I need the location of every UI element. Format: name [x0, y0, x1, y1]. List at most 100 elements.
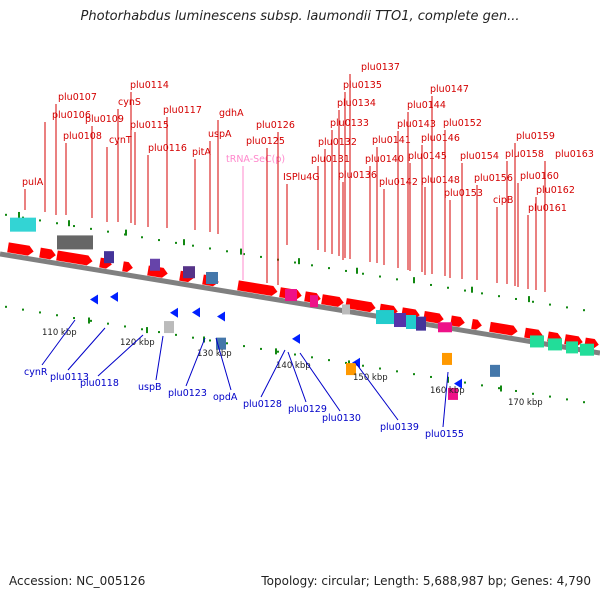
gene-label[interactable]: plu0109 [85, 114, 124, 125]
gene-label[interactable]: plu0161 [528, 203, 567, 214]
gene-label[interactable]: cipB [493, 195, 513, 206]
gene-label[interactable]: pulA [22, 177, 44, 188]
feature-box[interactable] [183, 266, 195, 279]
gene-label[interactable]: plu0126 [256, 120, 295, 131]
feature-box[interactable] [206, 271, 218, 284]
gene-label[interactable]: cynS [118, 97, 141, 108]
gene-label[interactable]: ISPlu4G [283, 172, 320, 183]
gene-label[interactable]: plu0132 [318, 137, 357, 148]
gene-label[interactable]: plu0143 [397, 119, 436, 130]
feature-box[interactable] [442, 352, 452, 365]
reverse-gene[interactable] [454, 378, 462, 389]
gene-label[interactable]: plu0159 [516, 131, 555, 142]
gene-label[interactable]: plu0130 [322, 413, 361, 424]
forward-gene[interactable] [471, 318, 482, 330]
feature-box[interactable] [548, 338, 562, 351]
gene-label[interactable]: gdhA [219, 108, 244, 119]
gene-label[interactable]: plu0113 [50, 372, 89, 383]
gene-label[interactable]: plu0146 [421, 133, 460, 144]
gene-label[interactable]: plu0108 [63, 131, 102, 142]
gene-label[interactable]: plu0144 [407, 100, 446, 111]
feature-box[interactable] [490, 364, 500, 377]
label-leader-line [185, 337, 206, 387]
gene-label[interactable]: plu0136 [338, 170, 377, 181]
gene-label[interactable]: plu0153 [444, 188, 483, 199]
gene-label[interactable]: plu0115 [130, 120, 169, 131]
reverse-gene[interactable] [292, 333, 300, 344]
feature-box[interactable] [346, 363, 356, 376]
forward-gene[interactable] [7, 242, 34, 256]
forward-gene[interactable] [122, 261, 133, 273]
gene-label[interactable]: pitA [192, 147, 211, 158]
feature-box[interactable] [566, 341, 578, 354]
gene-label[interactable]: opdA [213, 392, 238, 403]
gene-label[interactable]: plu0158 [505, 149, 544, 160]
feature-box[interactable] [150, 258, 160, 271]
gene-label[interactable]: cynR [24, 367, 48, 378]
gene-label[interactable]: plu0131 [311, 154, 350, 165]
gene-label[interactable]: uspA [208, 129, 232, 140]
feature-box[interactable] [57, 235, 93, 250]
gene-label[interactable]: plu0139 [380, 422, 419, 433]
forward-gene[interactable] [450, 315, 465, 327]
gene-label[interactable]: plu0160 [520, 171, 559, 182]
feature-box[interactable] [448, 387, 458, 400]
reverse-gene[interactable] [110, 291, 118, 302]
feature-box[interactable] [416, 316, 426, 331]
feature-box[interactable] [164, 321, 174, 334]
gene-label[interactable]: plu0123 [168, 388, 207, 399]
gene-label[interactable]: plu0114 [130, 80, 169, 91]
forward-gene[interactable] [39, 247, 56, 260]
gene-label[interactable]: plu0129 [288, 404, 327, 415]
gene-label[interactable]: plu0134 [337, 98, 376, 109]
gene-label[interactable]: plu0125 [246, 136, 285, 147]
tick-dot [345, 269, 347, 272]
gene-label[interactable]: plu0106 [52, 110, 91, 121]
feature-box[interactable] [394, 313, 406, 328]
gene-label[interactable]: plu0107 [58, 92, 97, 103]
gene-label[interactable]: uspB [138, 382, 162, 393]
gene-label[interactable]: plu0137 [361, 62, 400, 73]
gene-label[interactable]: plu0118 [80, 378, 119, 389]
forward-gene[interactable] [345, 298, 376, 313]
feature-box[interactable] [530, 335, 544, 348]
gene-label[interactable]: plu0154 [460, 151, 499, 162]
gene-label[interactable]: plu0128 [243, 399, 282, 410]
reverse-gene[interactable] [90, 294, 98, 305]
forward-gene[interactable] [56, 250, 93, 266]
reverse-gene[interactable] [217, 311, 225, 322]
gene-label[interactable]: plu0135 [343, 80, 382, 91]
feature-box[interactable] [10, 217, 36, 232]
gene-label[interactable]: plu0145 [408, 151, 447, 162]
feature-box[interactable] [580, 343, 594, 356]
feature-box[interactable] [342, 304, 350, 315]
gene-label[interactable]: plu0133 [330, 118, 369, 129]
feature-box[interactable] [285, 289, 297, 302]
forward-gene[interactable] [321, 294, 344, 307]
feature-box[interactable] [376, 310, 394, 325]
reverse-gene[interactable] [192, 307, 200, 318]
forward-gene[interactable] [423, 311, 444, 324]
gene-label[interactable]: plu0141 [372, 135, 411, 146]
gene-label[interactable]: plu0155 [425, 429, 464, 440]
gene-label[interactable]: plu0152 [443, 118, 482, 129]
tick-dot [39, 311, 41, 314]
feature-box[interactable] [406, 314, 416, 329]
feature-box[interactable] [104, 251, 114, 264]
reverse-gene[interactable] [170, 307, 178, 318]
gene-label[interactable]: plu0163 [555, 149, 594, 160]
feature-box[interactable] [216, 337, 226, 350]
gene-label[interactable]: plu0156 [474, 173, 513, 184]
feature-box[interactable] [438, 322, 452, 333]
gene-label[interactable]: tRNA-SeC(p) [226, 154, 285, 165]
gene-label[interactable]: cynT [109, 135, 132, 146]
gene-label[interactable]: plu0162 [536, 185, 575, 196]
gene-label[interactable]: plu0147 [430, 84, 469, 95]
feature-box[interactable] [310, 295, 318, 308]
gene-label[interactable]: plu0117 [163, 105, 202, 116]
forward-gene[interactable] [489, 321, 518, 336]
forward-gene[interactable] [237, 280, 278, 296]
gene-label[interactable]: plu0148 [421, 175, 460, 186]
gene-label[interactable]: plu0140 [365, 154, 404, 165]
